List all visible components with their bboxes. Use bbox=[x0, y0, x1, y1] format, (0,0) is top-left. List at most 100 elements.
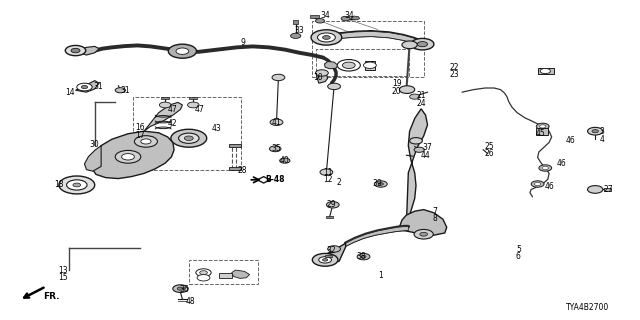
Circle shape bbox=[184, 136, 193, 140]
Polygon shape bbox=[351, 16, 360, 20]
Text: 21: 21 bbox=[417, 92, 426, 100]
Text: 22: 22 bbox=[450, 63, 459, 72]
Circle shape bbox=[337, 60, 360, 71]
Text: 14: 14 bbox=[65, 88, 76, 97]
Circle shape bbox=[196, 269, 211, 276]
Text: 48: 48 bbox=[186, 297, 196, 306]
Circle shape bbox=[323, 36, 330, 39]
Bar bbox=[219, 273, 232, 278]
Circle shape bbox=[176, 48, 189, 54]
Circle shape bbox=[312, 253, 338, 266]
Circle shape bbox=[65, 45, 86, 56]
Circle shape bbox=[59, 176, 95, 194]
Bar bbox=[161, 97, 169, 99]
Circle shape bbox=[323, 259, 328, 261]
Circle shape bbox=[197, 275, 210, 281]
Circle shape bbox=[67, 180, 87, 190]
Text: 23: 23 bbox=[449, 70, 460, 79]
Circle shape bbox=[173, 285, 188, 292]
Text: 37: 37 bbox=[422, 143, 433, 152]
Text: 15: 15 bbox=[58, 273, 68, 282]
Circle shape bbox=[171, 129, 207, 147]
Text: 43: 43 bbox=[211, 124, 221, 133]
Circle shape bbox=[357, 253, 370, 260]
Circle shape bbox=[134, 136, 157, 147]
Text: 27: 27 bbox=[603, 185, 613, 194]
Bar bbox=[325, 255, 332, 257]
Polygon shape bbox=[317, 74, 328, 83]
Bar bbox=[365, 61, 375, 70]
Text: 42: 42 bbox=[168, 119, 178, 128]
Circle shape bbox=[81, 85, 88, 89]
Bar bbox=[604, 188, 611, 191]
Circle shape bbox=[122, 154, 134, 160]
Circle shape bbox=[188, 102, 199, 108]
Circle shape bbox=[177, 287, 184, 290]
Circle shape bbox=[141, 139, 151, 144]
Bar bbox=[229, 144, 241, 147]
Text: 19: 19 bbox=[392, 79, 402, 88]
Text: 17: 17 bbox=[134, 131, 145, 140]
Text: 39: 39 bbox=[372, 180, 383, 188]
Circle shape bbox=[592, 130, 598, 133]
Polygon shape bbox=[400, 210, 447, 235]
Text: 5: 5 bbox=[516, 245, 521, 254]
Text: 47: 47 bbox=[195, 105, 205, 114]
Text: 35: 35 bbox=[271, 144, 282, 153]
Circle shape bbox=[320, 169, 333, 175]
Circle shape bbox=[539, 165, 552, 171]
Circle shape bbox=[328, 246, 340, 252]
Text: 7: 7 bbox=[433, 207, 438, 216]
Text: 26: 26 bbox=[484, 149, 495, 158]
Circle shape bbox=[414, 229, 433, 239]
Circle shape bbox=[200, 271, 207, 275]
Text: 36: 36 bbox=[179, 285, 189, 294]
Circle shape bbox=[402, 41, 417, 49]
Text: 20: 20 bbox=[392, 87, 402, 96]
Text: 34: 34 bbox=[320, 12, 330, 20]
Circle shape bbox=[73, 183, 81, 187]
Text: 6: 6 bbox=[516, 252, 521, 261]
Circle shape bbox=[272, 74, 285, 81]
Polygon shape bbox=[324, 61, 338, 69]
Bar bbox=[312, 21, 424, 77]
Bar bbox=[293, 20, 298, 24]
Circle shape bbox=[317, 33, 335, 42]
Text: 13: 13 bbox=[58, 266, 68, 275]
Bar bbox=[310, 15, 319, 18]
Circle shape bbox=[542, 166, 548, 170]
Circle shape bbox=[588, 127, 603, 135]
Text: 31: 31 bbox=[120, 86, 130, 95]
Circle shape bbox=[270, 119, 283, 125]
Circle shape bbox=[378, 183, 383, 185]
Text: 46: 46 bbox=[566, 136, 576, 145]
Circle shape bbox=[115, 88, 125, 93]
Circle shape bbox=[328, 83, 340, 90]
Circle shape bbox=[168, 44, 196, 58]
Text: 10: 10 bbox=[313, 73, 323, 82]
Bar bbox=[316, 49, 409, 76]
Text: 31: 31 bbox=[93, 82, 103, 91]
Circle shape bbox=[374, 181, 387, 187]
Text: 3: 3 bbox=[599, 127, 604, 136]
Text: 16: 16 bbox=[134, 123, 145, 132]
Circle shape bbox=[77, 83, 92, 91]
Bar bbox=[189, 260, 258, 284]
Bar bbox=[189, 97, 197, 99]
Text: 28: 28 bbox=[237, 166, 246, 175]
Text: 8: 8 bbox=[433, 214, 438, 223]
Circle shape bbox=[159, 102, 171, 108]
Text: 44: 44 bbox=[420, 151, 431, 160]
Text: 45: 45 bbox=[536, 129, 546, 138]
Circle shape bbox=[269, 146, 281, 152]
Text: 9: 9 bbox=[241, 38, 246, 47]
Circle shape bbox=[534, 182, 541, 186]
Bar bbox=[229, 167, 241, 170]
Circle shape bbox=[342, 62, 355, 68]
Text: 25: 25 bbox=[484, 142, 495, 151]
Circle shape bbox=[291, 33, 301, 38]
Circle shape bbox=[364, 62, 376, 68]
Circle shape bbox=[410, 94, 420, 99]
Text: 40: 40 bbox=[280, 156, 290, 165]
Circle shape bbox=[399, 86, 415, 93]
